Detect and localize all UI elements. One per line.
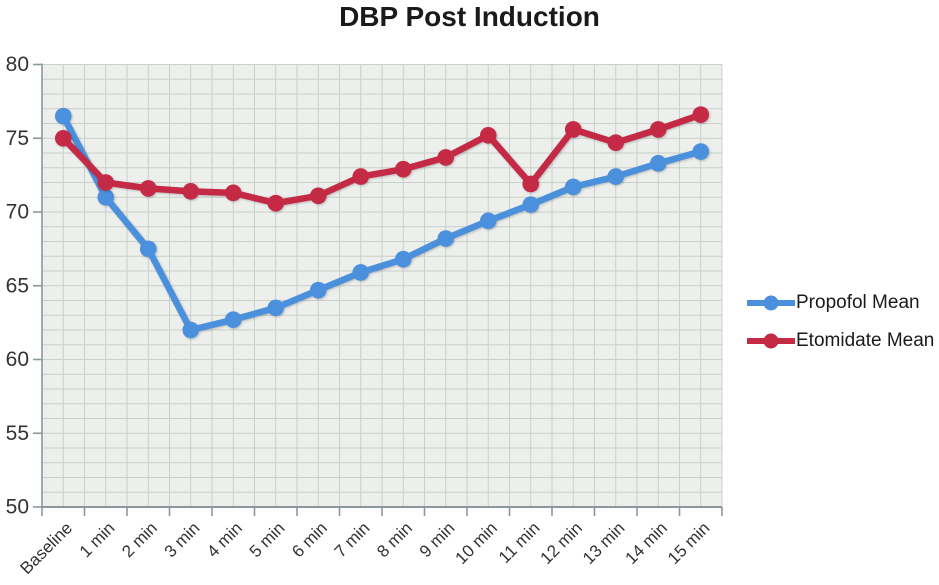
propofol-line-marker-icon [747, 295, 795, 310]
x-tick-label: Baseline [17, 518, 77, 578]
data-point-marker [437, 230, 455, 247]
data-point-marker [224, 311, 242, 328]
data-point-marker [54, 129, 72, 147]
y-tick-label: 70 [6, 201, 29, 224]
data-point-marker [692, 143, 710, 160]
x-tick-label: 10 min [452, 518, 502, 568]
x-tick-label: 14 min [622, 518, 672, 568]
x-tick-label: 6 min [288, 518, 331, 561]
x-tick-label: 7 min [331, 518, 374, 561]
x-tick-label: 13 min [579, 518, 629, 568]
data-point-marker [139, 180, 157, 197]
data-point-marker [54, 107, 72, 125]
x-tick-label: 2 min [118, 518, 161, 561]
data-point-marker [394, 160, 412, 178]
x-tick-label: 12 min [537, 518, 587, 568]
data-point-marker [564, 178, 582, 196]
data-point-marker [97, 188, 115, 206]
y-tick-label: 75 [6, 127, 29, 150]
data-point-marker [522, 175, 540, 193]
x-tick-label: 5 min [246, 518, 289, 561]
legend-item-etomidate: Etomidate Mean [747, 326, 937, 355]
data-point-marker [479, 127, 497, 144]
data-point-marker [267, 299, 285, 317]
legend-label-propofol: Propofol Mean [796, 291, 920, 313]
data-point-marker [649, 121, 667, 138]
data-point-marker [522, 196, 540, 213]
data-point-marker [607, 168, 625, 185]
legend-label-etomidate: Etomidate Mean [796, 329, 935, 351]
data-point-marker [309, 281, 327, 299]
data-point-marker [479, 212, 497, 230]
data-point-marker [139, 240, 157, 258]
x-tick-label: 15 min [664, 518, 714, 568]
legend-item-propofol: Propofol Mean [747, 288, 937, 317]
data-point-marker [309, 187, 327, 205]
chart-title: DBP Post Induction [339, 1, 600, 32]
series-etomidate-mean [54, 106, 710, 212]
data-point-marker [182, 183, 200, 200]
series-line [60, 112, 704, 334]
data-point-marker [352, 168, 370, 185]
data-point-marker [607, 134, 625, 151]
y-tick-label: 65 [6, 274, 29, 297]
data-point-marker [224, 184, 242, 202]
data-point-marker [97, 174, 115, 191]
x-tick-label: 11 min [495, 518, 544, 567]
legend-swatch-shape [763, 295, 779, 310]
data-point-marker [692, 106, 710, 123]
data-point-marker [649, 155, 667, 172]
legend: Propofol Mean Etomidate Mean [747, 288, 937, 355]
data-point-marker [564, 121, 582, 138]
data-point-marker [352, 264, 370, 281]
y-tick-label: 80 [6, 53, 29, 76]
y-tick-label: 50 [6, 496, 29, 519]
series-line [60, 111, 704, 207]
x-tick-label: 4 min [203, 518, 246, 561]
y-tick-label: 60 [6, 348, 29, 371]
etomidate-line-marker-icon [747, 333, 795, 348]
data-point-marker [394, 250, 412, 268]
x-tick-label: 8 min [373, 518, 416, 561]
series-propofol-mean [54, 107, 710, 339]
data-point-marker [182, 321, 200, 339]
data-point-marker [267, 194, 285, 212]
y-tick-label: 55 [6, 422, 29, 445]
x-tick-label: 3 min [161, 518, 204, 561]
x-tick-label: 1 min [76, 518, 119, 561]
legend-swatch-shape [763, 333, 779, 348]
data-point-marker [437, 149, 455, 166]
